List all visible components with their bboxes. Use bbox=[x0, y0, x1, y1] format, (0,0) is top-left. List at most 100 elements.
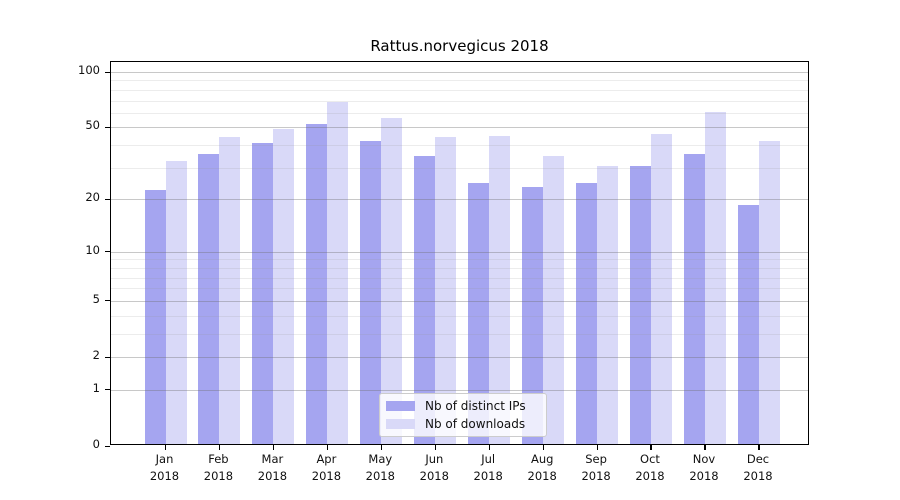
year-text-jun: 2018 bbox=[419, 469, 449, 484]
gridline-1 bbox=[111, 389, 808, 391]
year-text-aug: 2018 bbox=[527, 469, 557, 484]
x-tick-mark-oct bbox=[650, 445, 652, 450]
x-axis-label-jan: Jan 2018 bbox=[137, 451, 193, 486]
x-tick-mark-aug bbox=[542, 445, 544, 450]
month-text-oct: Oct bbox=[640, 452, 660, 466]
x-axis-label-apr: Apr 2018 bbox=[298, 451, 354, 486]
minor-gridline-40 bbox=[111, 145, 808, 147]
x-axis-label-jun: Jun 2018 bbox=[406, 451, 462, 486]
x-tick-mark-jun bbox=[434, 445, 436, 450]
year-text-apr: 2018 bbox=[311, 469, 342, 484]
bar-downloads-may bbox=[381, 117, 403, 444]
month-text-aug: Aug bbox=[530, 452, 554, 466]
bar-ips-jun bbox=[414, 155, 436, 444]
legend-item-downloads: Nb of downloads bbox=[386, 417, 538, 431]
y-axis-label-1: 1 bbox=[92, 380, 100, 395]
bar-downloads-oct bbox=[651, 133, 673, 444]
bar-ips-nov bbox=[684, 153, 705, 444]
y-axis-label-20: 20 bbox=[85, 190, 100, 205]
month-text-jan: Jan bbox=[155, 452, 174, 466]
x-tick-mark-apr bbox=[326, 445, 328, 450]
bar-downloads-jul bbox=[489, 135, 511, 444]
x-axis-label-nov: Nov 2018 bbox=[676, 451, 732, 486]
month-text-may: May bbox=[368, 452, 393, 466]
year-text-feb: 2018 bbox=[203, 469, 234, 484]
bar-ips-feb bbox=[198, 153, 220, 444]
gridline-20 bbox=[111, 199, 808, 201]
minor-gridline-4 bbox=[111, 315, 808, 317]
month-text-dec: Dec bbox=[746, 452, 770, 466]
year-text-may: 2018 bbox=[365, 469, 395, 484]
x-axis-label-sep: Sep 2018 bbox=[568, 451, 624, 486]
gridline-5 bbox=[111, 300, 808, 302]
bar-downloads-jun bbox=[435, 137, 457, 444]
bar-ips-apr bbox=[306, 123, 328, 444]
year-text-dec: 2018 bbox=[743, 469, 773, 484]
y-tick-mark-10 bbox=[105, 251, 110, 253]
minor-gridline-70 bbox=[111, 100, 808, 102]
y-tick-mark-5 bbox=[105, 300, 110, 302]
bar-ips-jul bbox=[468, 183, 490, 444]
year-text-jul: 2018 bbox=[473, 469, 503, 484]
bar-ips-mar bbox=[252, 143, 274, 444]
legend: Nb of distinct IPs Nb of downloads bbox=[379, 393, 547, 437]
minor-gridline-7 bbox=[111, 277, 808, 279]
month-text-feb: Feb bbox=[208, 452, 229, 466]
y-tick-mark-1 bbox=[105, 389, 110, 391]
x-axis-label-may: May 2018 bbox=[352, 451, 408, 486]
year-text-jan: 2018 bbox=[149, 469, 180, 484]
legend-swatch-distinct-ips bbox=[386, 401, 415, 411]
x-tick-mark-may bbox=[380, 445, 382, 450]
legend-label-downloads: Nb of downloads bbox=[425, 417, 526, 431]
month-text-jun: Jun bbox=[425, 452, 444, 466]
bar-downloads-nov bbox=[705, 112, 726, 444]
y-tick-mark-100 bbox=[105, 71, 110, 73]
gridline-100 bbox=[111, 72, 808, 73]
y-tick-mark-2 bbox=[105, 356, 110, 358]
y-axis-label-5: 5 bbox=[92, 291, 100, 306]
year-text-oct: 2018 bbox=[635, 469, 665, 484]
bar-downloads-dec bbox=[758, 141, 780, 444]
year-text-sep: 2018 bbox=[581, 469, 611, 484]
x-tick-mark-feb bbox=[218, 445, 221, 450]
legend-label-distinct-ips: Nb of distinct IPs bbox=[425, 399, 526, 413]
minor-gridline-90 bbox=[111, 80, 808, 82]
y-axis-label-100: 100 bbox=[78, 63, 100, 77]
bar-ips-may bbox=[360, 141, 382, 444]
bar-ips-oct bbox=[630, 165, 652, 444]
minor-gridline-80 bbox=[111, 89, 808, 91]
y-axis-label-50: 50 bbox=[85, 118, 100, 133]
bar-downloads-mar bbox=[273, 128, 295, 444]
chart-title: Rattus.norvegicus 2018 bbox=[370, 37, 549, 55]
x-tick-mark-dec bbox=[758, 445, 760, 450]
month-text-mar: Mar bbox=[261, 452, 284, 466]
year-text-nov: 2018 bbox=[689, 469, 719, 484]
gridline-50 bbox=[111, 127, 808, 129]
y-axis-label-10: 10 bbox=[85, 242, 100, 257]
y-axis-label-2: 2 bbox=[92, 348, 100, 362]
bar-ips-aug bbox=[522, 186, 544, 444]
x-axis-label-oct: Oct 2018 bbox=[622, 451, 678, 486]
gridline-10 bbox=[111, 251, 808, 253]
x-axis-label-jul: Jul 2018 bbox=[460, 451, 516, 486]
x-tick-mark-nov bbox=[704, 445, 706, 450]
legend-item-distinct-ips: Nb of distinct IPs bbox=[386, 399, 538, 413]
y-tick-mark-0 bbox=[105, 445, 110, 447]
month-text-nov: Nov bbox=[692, 452, 716, 466]
bar-ips-sep bbox=[576, 183, 598, 444]
month-text-apr: Apr bbox=[316, 452, 337, 466]
y-tick-mark-50 bbox=[105, 126, 110, 129]
month-text-jul: Jul bbox=[481, 452, 496, 466]
plot-area: Nb of distinct IPs Nb of downloads bbox=[105, 61, 809, 450]
year-text-mar: 2018 bbox=[257, 469, 288, 484]
minor-gridline-6 bbox=[111, 288, 808, 290]
bar-downloads-feb bbox=[219, 137, 241, 444]
x-tick-mark-jul bbox=[488, 445, 490, 450]
x-axis-label-mar: Mar 2018 bbox=[244, 451, 300, 486]
minor-gridline-60 bbox=[111, 112, 808, 114]
legend-swatch-downloads bbox=[386, 419, 415, 429]
y-axis-label-0: 0 bbox=[92, 437, 100, 451]
bar-ips-dec bbox=[737, 205, 759, 444]
minor-gridline-8 bbox=[111, 267, 808, 269]
